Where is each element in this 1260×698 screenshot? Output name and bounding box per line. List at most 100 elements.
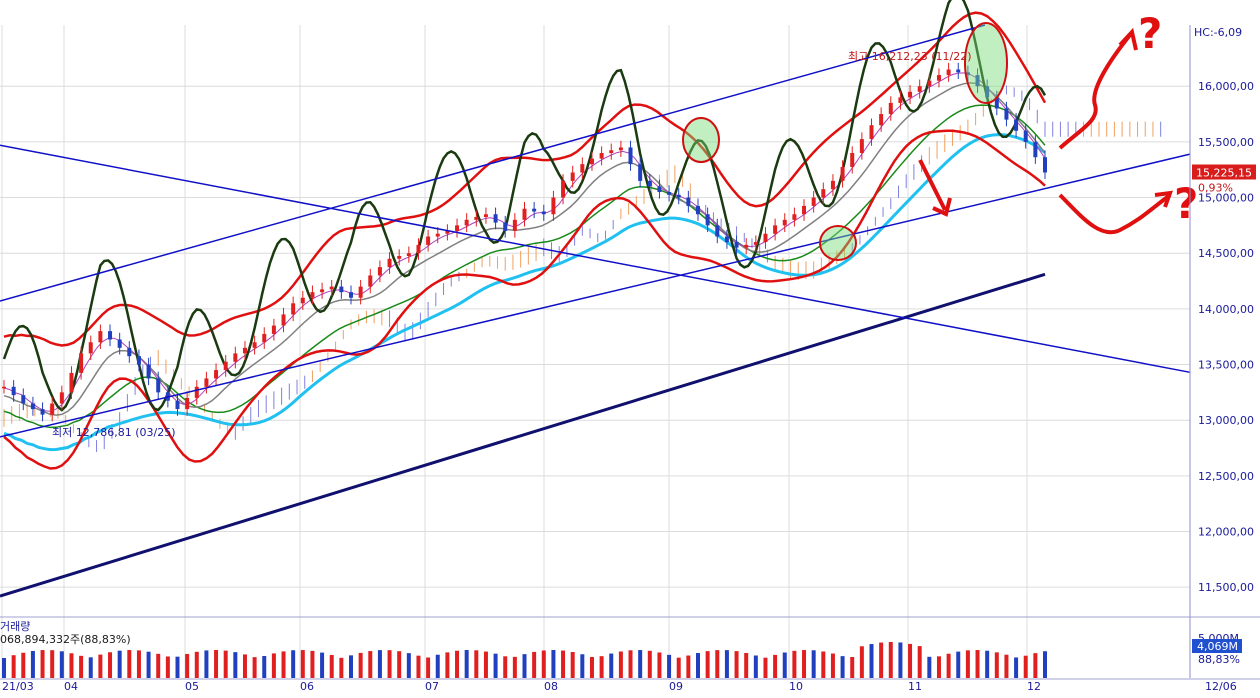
candle-body: [358, 286, 363, 298]
candle-body: [879, 114, 884, 126]
volume-bar: [821, 651, 826, 678]
candle-body: [185, 397, 190, 410]
volume-bar: [291, 650, 296, 678]
candle-body: [88, 342, 93, 354]
volume-bar: [50, 650, 55, 678]
current-price-badge: [1192, 164, 1256, 180]
volume-bar: [59, 651, 64, 678]
candle-body: [589, 158, 594, 165]
candle-body: [175, 400, 180, 410]
volume-bar: [156, 653, 161, 678]
candle-body: [300, 297, 305, 304]
channel-upper-line: [0, 24, 986, 302]
candle-body: [753, 242, 758, 245]
volume-bar: [271, 653, 276, 678]
volume-bar: [233, 652, 238, 678]
volume-bar: [744, 652, 749, 678]
volume-bar: [869, 644, 874, 678]
volume-bar: [898, 642, 903, 678]
volume-bar: [358, 652, 363, 678]
candle-body: [638, 164, 643, 181]
candle-body: [69, 372, 74, 393]
highlight-circle: [964, 22, 1008, 104]
time-tick-label: 06: [300, 680, 314, 693]
volume-bar: [339, 657, 344, 678]
volume-bar: [79, 655, 84, 678]
candle-body: [859, 139, 864, 154]
annotation-arrow-down: [1058, 193, 1172, 235]
time-tick-label: 10: [789, 680, 803, 693]
candle-body: [956, 69, 961, 73]
volume-bar: [667, 654, 672, 678]
volume-bar: [21, 652, 26, 678]
volume-bar: [879, 642, 884, 678]
candle-body: [580, 164, 585, 173]
candle-body: [802, 205, 807, 215]
price-tick-label: 12,500,00: [1198, 470, 1254, 483]
candle-body: [271, 325, 276, 334]
candle-body: [2, 386, 6, 389]
candle-body: [349, 292, 353, 298]
volume-panel-title: 거래량: [0, 620, 30, 633]
candle-body: [117, 339, 122, 348]
candle-body: [223, 361, 228, 371]
volume-bar: [406, 653, 411, 678]
volume-bar: [108, 652, 113, 678]
volume-bar: [618, 651, 623, 678]
time-tick-label: 12: [1027, 680, 1041, 693]
candle-body: [927, 80, 932, 87]
candle-body: [744, 244, 749, 248]
price-tick-label: 14,500,00: [1198, 247, 1254, 260]
candle-body: [204, 378, 209, 387]
volume-bar: [773, 654, 778, 678]
candle-body: [773, 225, 778, 234]
volume-bar: [252, 657, 257, 678]
candle-body: [705, 214, 710, 226]
candle-body: [127, 347, 132, 357]
current-volume-badge: [1192, 639, 1242, 653]
candle-body: [763, 233, 768, 243]
candle-body: [136, 356, 141, 365]
volume-bar: [512, 656, 517, 678]
volume-bar: [377, 650, 382, 678]
annotation-arrowhead: [1118, 27, 1138, 51]
volume-bar: [570, 652, 575, 678]
candle-body: [811, 197, 816, 206]
candle-body: [532, 208, 537, 212]
volume-bar: [850, 657, 855, 678]
candle-body: [782, 219, 787, 226]
volume-bar: [888, 642, 893, 678]
bollinger-lower-band: [3, 129, 1046, 470]
volume-bar: [676, 657, 681, 678]
candle-body: [994, 97, 999, 109]
volume-bar: [811, 650, 816, 678]
price-tick-label: 16,000,00: [1198, 80, 1254, 93]
candle-body: [21, 395, 26, 404]
volume-bar: [474, 650, 479, 678]
current-price-value: 15,225,15: [1196, 167, 1252, 180]
candle-body: [435, 233, 440, 237]
candle-body: [445, 230, 450, 234]
candle-body: [156, 378, 161, 393]
time-tick-label: 11: [908, 680, 922, 693]
candle-body: [561, 180, 566, 198]
candle-body: [1043, 157, 1047, 173]
volume-bar: [1004, 654, 1009, 678]
candle-body: [397, 255, 402, 259]
candle-body: [339, 286, 344, 293]
highlight-circle: [682, 117, 720, 163]
channel-lower-line: [0, 153, 1191, 438]
candle-body: [869, 125, 874, 140]
candle-body: [917, 86, 922, 92]
candle-body: [320, 289, 325, 293]
candle-body: [291, 303, 296, 315]
volume-bar: [589, 656, 594, 678]
volume-bar: [69, 653, 74, 678]
time-tick-label: 08: [544, 680, 558, 693]
volume-bar: [88, 657, 93, 678]
volume-bar: [262, 656, 267, 678]
candle-body: [830, 180, 835, 190]
volume-bar: [40, 650, 45, 678]
candle-body: [667, 191, 672, 195]
